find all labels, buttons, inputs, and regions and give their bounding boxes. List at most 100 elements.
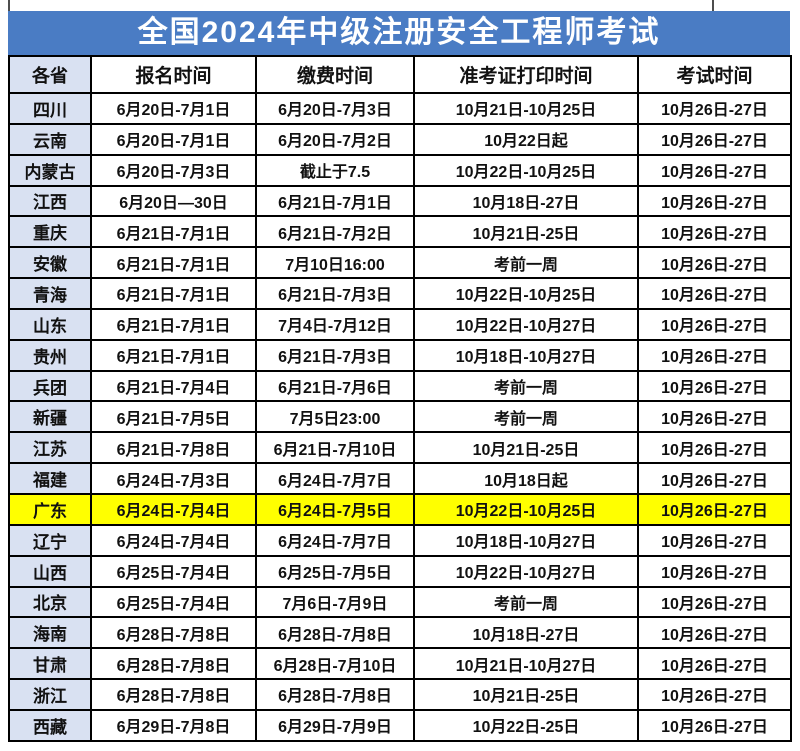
table-cell: 考前一周: [413, 585, 639, 619]
table-cell: 6月21日-7月1日: [90, 338, 257, 372]
table-row: 广东 6月24日-7月4日 6月24日-7月5日 10月22日-10月25日 10月26…: [8, 492, 792, 526]
table-cell: 6月21日-7月1日: [90, 215, 257, 249]
province-cell: 西藏: [8, 708, 92, 742]
province-cell: 安徽: [8, 246, 92, 280]
table-cell: 6月24日-7月7日: [255, 462, 415, 495]
province-cell: 山西: [8, 554, 92, 588]
column-header: 报名时间: [90, 55, 257, 94]
table-cell: 10月18日-10月27日: [413, 338, 639, 372]
table-row: 福建 6月24日-7月3日 6月24日-7月7日 10月18日起 10月26日-27日: [8, 462, 792, 495]
table-cell: 考前一周: [413, 400, 639, 434]
table-cell: 7月6日-7月9日: [255, 585, 415, 619]
table-cell: 考前一周: [413, 246, 639, 280]
gridline-tick-right: [712, 0, 714, 12]
table-cell: 6月28日-7月8日: [90, 678, 257, 711]
province-cell: 青海: [8, 277, 92, 310]
province-cell: 辽宁: [8, 523, 92, 557]
table-cell: 10月22日-10月25日: [413, 277, 639, 310]
table-cell: 10月21日-10月27日: [413, 647, 639, 681]
table-cell: 6月24日-7月5日: [255, 492, 415, 526]
table-cell: 6月20日-7月1日: [90, 92, 257, 125]
table-cell: 10月26日-27日: [637, 647, 792, 681]
province-cell: 内蒙古: [8, 153, 92, 187]
page-title: 全国2024年中级注册安全工程师考试: [8, 11, 790, 55]
table-cell: 6月29日-7月8日: [90, 708, 257, 742]
table-cell: 6月20日-7月3日: [255, 92, 415, 125]
table-cell: 10月26日-27日: [637, 338, 792, 372]
table-cell: 6月25日-7月5日: [255, 554, 415, 588]
table-cell: 7月5日23:00: [255, 400, 415, 434]
table-row: 山西 6月25日-7月4日 6月25日-7月5日 10月22日-10月27日 10月26…: [8, 554, 792, 588]
table-cell: 6月28日-7月8日: [90, 647, 257, 681]
table-cell: 10月18日-10月27日: [413, 523, 639, 557]
table-cell: 6月28日-7月8日: [255, 616, 415, 650]
table-cell: 6月21日-7月2日: [255, 215, 415, 249]
table-cell: 6月25日-7月4日: [90, 554, 257, 588]
table-cell: 6月21日-7月6日: [255, 369, 415, 403]
table-row: 江西 6月20日—30日 6月21日-7月1日 10月18日-27日 10月26日-27…: [8, 184, 792, 218]
table-cell: 10月26日-27日: [637, 369, 792, 403]
header-row: 各省 报名时间 缴费时间 准考证打印时间 考试时间: [8, 55, 792, 94]
table-row: 山东 6月21日-7月1日 7月4日-7月12日 10月22日-10月27日 10月26…: [8, 307, 792, 341]
table-cell: 10月26日-27日: [637, 92, 792, 125]
province-cell: 广东: [8, 492, 92, 526]
table-cell: 6月21日-7月3日: [255, 277, 415, 310]
table-cell: 10月18日起: [413, 462, 639, 495]
table-cell: 6月21日-7月10日: [255, 431, 415, 465]
table-row: 重庆 6月21日-7月1日 6月21日-7月2日 10月21日-25日 10月26日-2…: [8, 215, 792, 249]
province-cell: 江西: [8, 184, 92, 218]
table-cell: 6月28日-7月10日: [255, 647, 415, 681]
table-cell: 6月21日-7月8日: [90, 431, 257, 465]
table-row: 甘肃 6月28日-7月8日 6月28日-7月10日 10月21日-10月27日 10月2…: [8, 647, 792, 681]
table-row: 贵州 6月21日-7月1日 6月21日-7月3日 10月18日-10月27日 10月26…: [8, 338, 792, 372]
table-cell: 6月21日-7月3日: [255, 338, 415, 372]
column-header: 考试时间: [637, 55, 792, 94]
table-cell: 6月21日-7月1日: [255, 184, 415, 218]
table-cell: 10月22日-10月25日: [413, 492, 639, 526]
table-cell: 10月22日-25日: [413, 708, 639, 742]
table-cell: 10月26日-27日: [637, 678, 792, 711]
table-cell: 10月22日-10月25日: [413, 153, 639, 187]
table-cell: 6月21日-7月1日: [90, 277, 257, 310]
province-cell: 云南: [8, 122, 92, 156]
table-cell: 6月21日-7月1日: [90, 307, 257, 341]
table-row: 新疆 6月21日-7月5日 7月5日23:00 考前一周 10月26日-27日: [8, 400, 792, 434]
table-cell: 7月4日-7月12日: [255, 307, 415, 341]
table-cell: 6月29日-7月9日: [255, 708, 415, 742]
table-cell: 6月20日-7月3日: [90, 153, 257, 187]
table-cell: 10月26日-27日: [637, 153, 792, 187]
table-row: 海南 6月28日-7月8日 6月28日-7月8日 10月18日-27日 10月26日-2…: [8, 616, 792, 650]
province-cell: 新疆: [8, 400, 92, 434]
table-row: 浙江 6月28日-7月8日 6月28日-7月8日 10月21日-25日 10月26日-2…: [8, 678, 792, 711]
table-cell: 6月24日-7月4日: [90, 492, 257, 526]
table-cell: 10月26日-27日: [637, 523, 792, 557]
table-cell: 10月26日-27日: [637, 400, 792, 434]
column-header: 缴费时间: [255, 55, 415, 94]
table-cell: 10月26日-27日: [637, 462, 792, 495]
table-body: 四川 6月20日-7月1日 6月20日-7月3日 10月21日-10月25日 10月26…: [8, 92, 792, 742]
table-cell: 10月26日-27日: [637, 277, 792, 310]
table-cell: 10月22日-10月27日: [413, 554, 639, 588]
table-cell: 考前一周: [413, 369, 639, 403]
table-cell: 10月21日-10月25日: [413, 92, 639, 125]
table-cell: 10月22日起: [413, 122, 639, 156]
table-cell: 6月25日-7月4日: [90, 585, 257, 619]
table-cell: 6月24日-7月4日: [90, 523, 257, 557]
table-row: 江苏 6月21日-7月8日 6月21日-7月10日 10月21日-25日 10月26日-…: [8, 431, 792, 465]
table-cell: 6月21日-7月4日: [90, 369, 257, 403]
exam-schedule-sheet: 全国2024年中级注册安全工程师考试 各省 报名时间 缴费时间 准考证打印时间 考试时间…: [8, 11, 792, 742]
table-cell: 10月26日-27日: [637, 184, 792, 218]
column-header: 准考证打印时间: [413, 55, 639, 94]
table-cell: 截止于7.5: [255, 153, 415, 187]
table-cell: 10月26日-27日: [637, 616, 792, 650]
table-row: 西藏 6月29日-7月8日 6月29日-7月9日 10月22日-25日 10月26日-2…: [8, 708, 792, 742]
province-cell: 贵州: [8, 338, 92, 372]
province-cell: 北京: [8, 585, 92, 619]
table-cell: 6月28日-7月8日: [255, 678, 415, 711]
table-cell: 10月21日-25日: [413, 215, 639, 249]
table-cell: 6月24日-7月7日: [255, 523, 415, 557]
table-cell: 6月20日-7月1日: [90, 122, 257, 156]
table-cell: 6月21日-7月1日: [90, 246, 257, 280]
gridline-tick-left: [8, 0, 10, 12]
